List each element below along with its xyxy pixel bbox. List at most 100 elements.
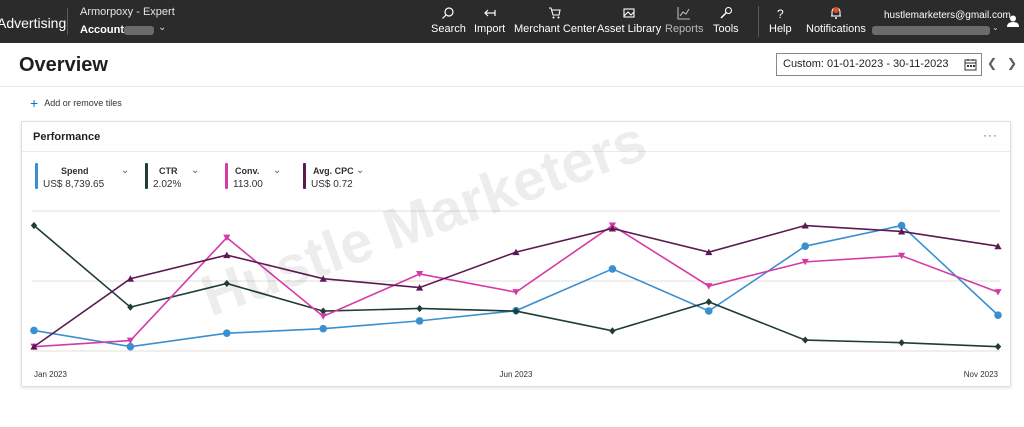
data-point <box>608 265 617 273</box>
data-point <box>126 337 134 344</box>
brand-title[interactable]: Advertising <box>0 15 67 31</box>
nav-import-label: Import <box>474 23 506 35</box>
user-email[interactable]: hustlemarketers@gmail.com <box>884 10 1011 21</box>
data-point <box>705 307 713 315</box>
series-line-ctr <box>33 224 999 348</box>
nav-search-button[interactable]: Search <box>431 6 466 40</box>
data-point <box>801 242 809 250</box>
data-point <box>30 326 38 335</box>
previous-period-button[interactable]: ❮ <box>987 56 998 70</box>
data-point <box>898 252 906 260</box>
series-line-spend <box>33 224 999 348</box>
metric-value: US$ 0.72 <box>311 179 353 190</box>
chevron-down-icon[interactable]: ⌄ <box>191 165 200 176</box>
data-point <box>416 270 424 278</box>
data-point <box>609 327 616 335</box>
data-point <box>801 222 809 229</box>
data-point <box>512 248 520 256</box>
chevron-down-icon[interactable]: ⌄ <box>121 165 130 176</box>
data-point <box>512 289 520 296</box>
data-point <box>126 342 135 351</box>
data-point <box>898 228 906 235</box>
metric-value: US$ 8,739.65 <box>43 179 105 190</box>
metric-name: Avg. CPC <box>313 166 354 176</box>
nav-help-label: Help <box>769 23 792 35</box>
brand-divider <box>67 8 68 35</box>
data-point <box>126 275 134 282</box>
metric-color-bar <box>35 163 38 189</box>
date-range-value: Custom: 01-01-2023 - 30-11-2023 <box>783 58 949 70</box>
data-point <box>223 279 230 288</box>
account-selector-label[interactable]: Account <box>80 24 124 36</box>
nav-reports-button[interactable]: Reports <box>665 6 704 40</box>
more-options-button[interactable]: ··· <box>983 128 998 142</box>
nav-asset-library-button[interactable]: Asset Library <box>597 6 661 40</box>
chevron-down-icon[interactable]: ⌄ <box>158 22 167 33</box>
series-line-conv- <box>33 224 999 348</box>
metric-color-bar <box>225 163 228 189</box>
chevron-down-icon[interactable]: ⌄ <box>273 165 282 176</box>
metric-name: Conv. <box>235 166 260 176</box>
data-point <box>994 311 1002 319</box>
chevron-down-icon[interactable]: ⌄ <box>992 23 999 32</box>
nav-search-label: Search <box>431 23 466 35</box>
wrench-icon <box>720 6 732 19</box>
metric-name: Spend <box>61 166 89 176</box>
cart-icon <box>548 7 561 19</box>
data-point <box>30 221 38 230</box>
data-point <box>319 275 327 282</box>
header-divider <box>0 86 1024 87</box>
performance-card: Performance ··· Spend US$ 8,739.65 ⌄ CTR… <box>21 121 1011 387</box>
data-point <box>802 336 809 344</box>
metric-name: CTR <box>159 166 178 176</box>
svg-text:?: ? <box>777 7 784 20</box>
user-account-redacted <box>872 26 990 35</box>
series-line-avg-cpc <box>33 224 999 348</box>
calendar-icon[interactable] <box>964 58 977 71</box>
performance-line-chart: Jan 2023 Jun 2023 Nov 2023 <box>30 210 1002 379</box>
data-point <box>705 298 712 306</box>
nav-reports-label: Reports <box>665 23 704 35</box>
reports-icon <box>677 7 691 20</box>
data-point <box>994 343 1002 351</box>
card-divider <box>22 151 1010 152</box>
card-title: Performance <box>33 131 101 143</box>
nav-merchant-center-button[interactable]: Merchant Center <box>514 6 596 40</box>
data-point <box>416 304 423 313</box>
user-avatar-icon[interactable] <box>1006 14 1020 28</box>
account-subtitle: Armorpoxy - Expert <box>80 6 175 18</box>
account-id-redacted <box>124 26 154 35</box>
data-point <box>512 307 520 315</box>
nav-import-button[interactable]: Import <box>474 6 505 40</box>
metric-value: 113.00 <box>233 179 263 190</box>
date-range-picker[interactable]: Custom: 01-01-2023 - 30-11-2023 <box>776 53 982 76</box>
nav-tools-label: Tools <box>713 23 739 35</box>
add-remove-tiles-label: Add or remove tiles <box>44 98 122 108</box>
data-point <box>705 283 713 290</box>
nav-asset-library-label: Asset Library <box>597 23 662 35</box>
help-icon: ? <box>777 7 784 20</box>
x-axis-tick-label: Jun 2023 <box>500 370 533 379</box>
nav-notifications-label: Notifications <box>806 23 866 35</box>
data-point <box>801 258 809 266</box>
data-point <box>415 317 424 325</box>
notification-badge <box>833 7 839 13</box>
next-period-button[interactable]: ❯ <box>1007 56 1018 70</box>
metric-color-bar <box>145 163 148 189</box>
metric-color-bar <box>303 163 306 189</box>
nav-help-button[interactable]: ? Help <box>769 6 792 40</box>
x-axis-tick-label: Nov 2023 <box>964 370 999 379</box>
nav-tools-button[interactable]: Tools <box>713 6 739 40</box>
data-point <box>897 221 906 230</box>
page-title: Overview <box>19 54 108 76</box>
top-navigation-bar: Advertising Armorpoxy - Expert Account ⌄… <box>0 0 1024 43</box>
chevron-down-icon[interactable]: ⌄ <box>356 165 365 176</box>
import-icon <box>483 9 496 17</box>
plus-icon: + <box>30 95 39 111</box>
metric-value: 2.02% <box>153 179 182 190</box>
data-point <box>994 242 1002 250</box>
add-remove-tiles-button[interactable]: + Add or remove tiles <box>30 95 122 111</box>
search-icon <box>442 7 455 19</box>
data-point <box>994 289 1002 296</box>
data-point <box>223 251 231 259</box>
